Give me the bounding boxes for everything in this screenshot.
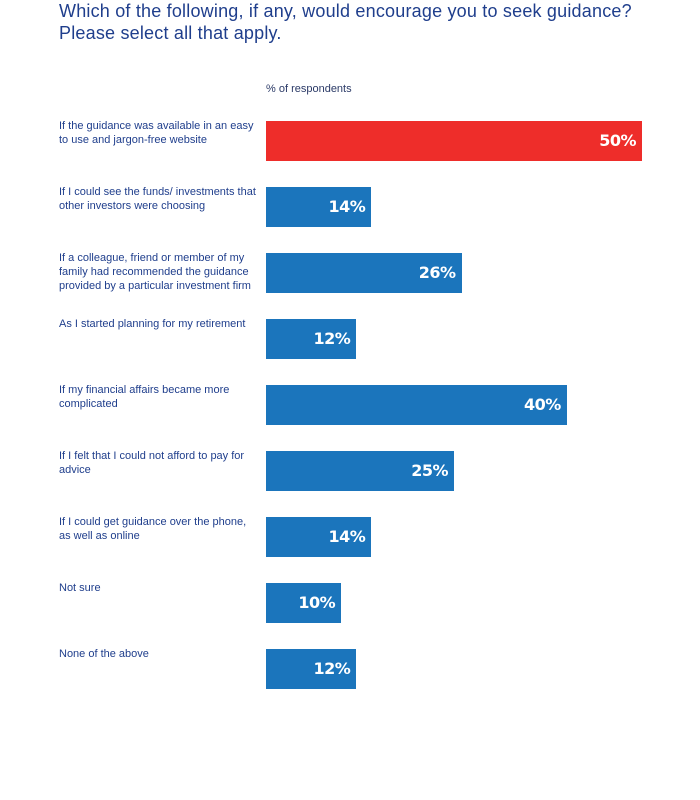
axis-label: % of respondents [266,83,352,95]
bar: 12% [266,319,357,359]
bar-value-label: 26% [418,263,456,282]
bar-value-label: 25% [411,461,448,480]
chart-title: Which of the following, if any, would en… [59,1,632,43]
bar-value-label: 14% [328,197,366,216]
category-label: If I could get guidance over the phone, … [59,516,247,542]
bar: 10% [266,583,342,623]
bar: 40% [266,385,567,425]
category-label: If my financial affairs became more comp… [59,384,230,410]
category-label: If I could see the funds/ investments th… [59,186,256,212]
category-label: As I started planning for my retirement [59,318,246,330]
bar: 25% [266,451,454,491]
category-label: If I felt that I could not afford to pay… [59,450,245,476]
category-label: Not sure [59,582,101,594]
bar-value-label: 10% [298,593,336,612]
category-label: If the guidance was available in an easy… [59,120,254,146]
category-label: If a colleague, friend or member of my f… [59,252,251,292]
bar-value-label: 14% [328,527,366,546]
bar-value-label: 40% [524,395,561,414]
bar: 50% [266,121,642,161]
bar-value-label: 12% [313,659,351,678]
bar: 14% [266,187,372,227]
bar: 12% [266,649,357,689]
bar-value-label: 12% [313,329,351,348]
category-label: None of the above [59,648,149,660]
bar-value-label: 50% [599,131,636,150]
bar: 14% [266,517,372,557]
bar: 26% [266,253,462,293]
